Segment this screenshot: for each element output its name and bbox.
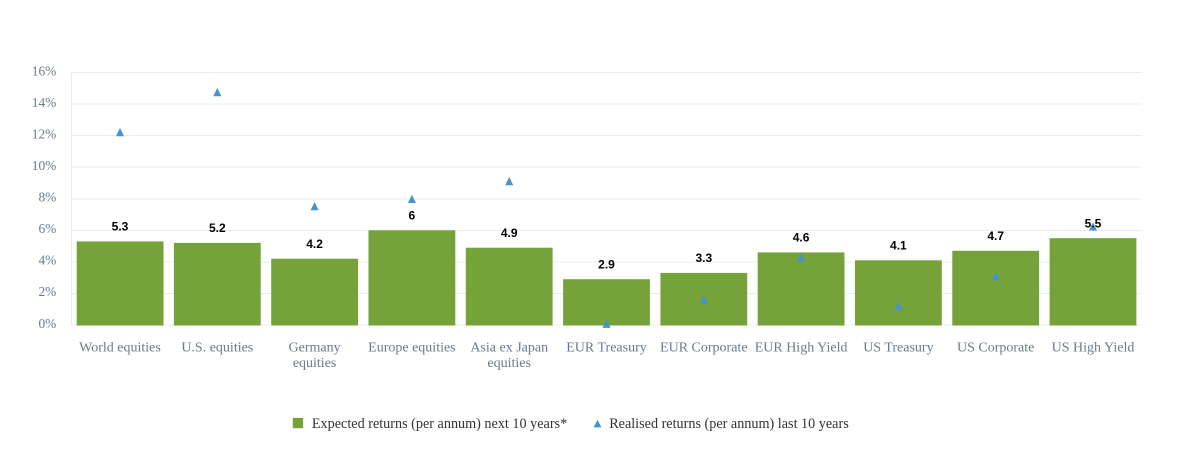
svg-text:8%: 8% <box>38 190 56 205</box>
svg-text:World equities: World equities <box>79 341 161 356</box>
svg-text:4.1: 4.1 <box>890 239 907 253</box>
svg-text:0%: 0% <box>38 316 56 331</box>
svg-text:EUR Corporate: EUR Corporate <box>660 341 747 356</box>
svg-text:12%: 12% <box>32 126 57 141</box>
svg-text:4%: 4% <box>38 253 56 268</box>
svg-text:4.7: 4.7 <box>987 229 1004 243</box>
svg-text:Expected returns (per annum) n: Expected returns (per annum) next 10 yea… <box>312 416 567 432</box>
svg-text:10%: 10% <box>32 158 57 173</box>
svg-text:6%: 6% <box>38 221 56 236</box>
svg-text:3.3: 3.3 <box>695 251 712 265</box>
svg-text:Asia ex Japan: Asia ex Japan <box>470 341 548 356</box>
svg-text:Realised returns (per annum) l: Realised returns (per annum) last 10 yea… <box>609 416 849 432</box>
svg-text:2.9: 2.9 <box>598 258 615 272</box>
svg-text:5.3: 5.3 <box>112 220 129 234</box>
svg-text:US Corporate: US Corporate <box>957 341 1034 356</box>
svg-text:14%: 14% <box>32 95 57 110</box>
svg-text:Germany: Germany <box>289 341 341 356</box>
svg-text:EUR Treasury: EUR Treasury <box>566 341 647 356</box>
svg-text:U.S. equities: U.S. equities <box>181 341 253 356</box>
svg-text:Europe equities: Europe equities <box>368 341 455 356</box>
svg-text:4.6: 4.6 <box>793 231 810 245</box>
svg-text:EUR High Yield: EUR High Yield <box>755 341 848 356</box>
svg-text:5.2: 5.2 <box>209 221 226 235</box>
svg-text:4.9: 4.9 <box>501 226 518 240</box>
svg-text:equities: equities <box>293 356 337 371</box>
svg-text:equities: equities <box>487 356 531 371</box>
svg-text:2%: 2% <box>38 284 56 299</box>
svg-text:US High Yield: US High Yield <box>1052 341 1135 356</box>
svg-text:16%: 16% <box>32 63 57 78</box>
svg-text:4.2: 4.2 <box>306 237 323 251</box>
svg-text:US Treasury: US Treasury <box>863 341 933 356</box>
svg-text:6: 6 <box>409 209 416 223</box>
svg-text:5.5: 5.5 <box>1085 217 1102 231</box>
